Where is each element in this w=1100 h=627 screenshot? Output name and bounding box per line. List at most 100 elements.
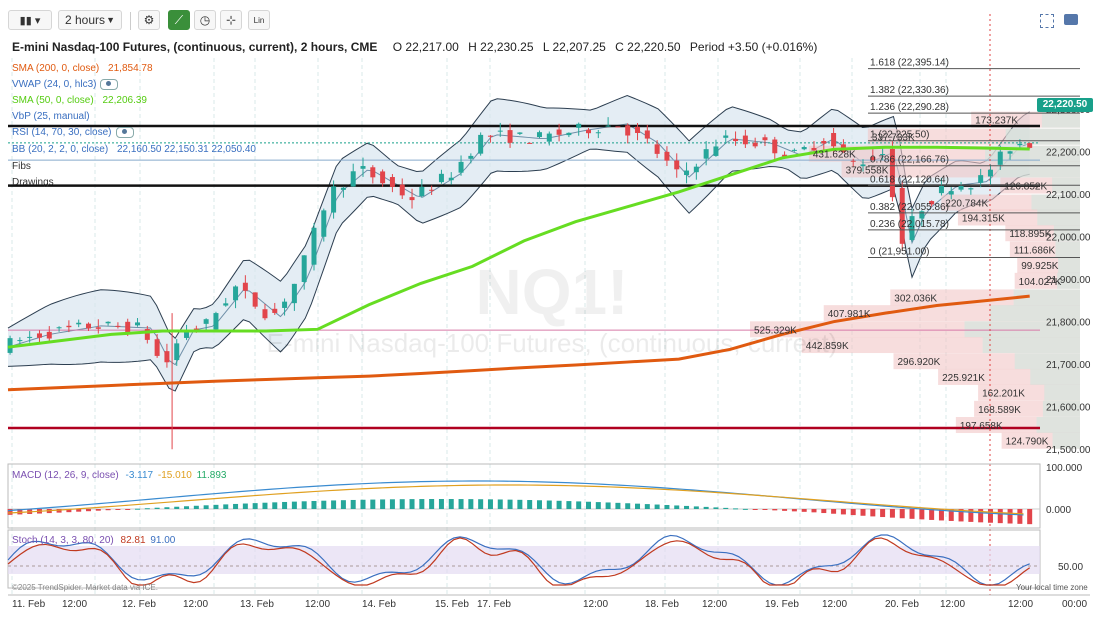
candle-body xyxy=(870,156,876,161)
candle-body xyxy=(399,184,405,196)
macd-histogram-bar xyxy=(252,503,258,509)
candle-body xyxy=(203,319,209,324)
macd-legend[interactable]: MACD (12, 26, 9, close) -3.117 -15.010 1… xyxy=(12,470,226,482)
volume-profile-bar-up xyxy=(1014,353,1080,370)
chevron-down-icon: ▼ xyxy=(106,15,115,25)
candle-body xyxy=(546,133,552,142)
candle-body xyxy=(291,283,297,304)
macd-histogram-bar xyxy=(272,502,278,509)
candle-body xyxy=(723,135,729,138)
macd-histogram-bar xyxy=(1027,509,1033,525)
macd-histogram-bar xyxy=(595,502,601,509)
volume-profile-bar-up xyxy=(1052,432,1080,449)
macd-histogram-bar xyxy=(929,509,935,520)
trend-lines-button[interactable]: ⟋ xyxy=(168,10,190,30)
stoch-panel: 50.00 xyxy=(7,529,1083,589)
candle-body xyxy=(997,151,1003,165)
volume-profile-bar-up xyxy=(1044,384,1080,401)
candle-body xyxy=(321,210,327,237)
candle-body xyxy=(713,146,719,156)
candle-body xyxy=(880,154,886,156)
macd-histogram-bar xyxy=(742,508,748,510)
macd-histogram-bar xyxy=(105,509,111,511)
volume-profile-label: 111.686K xyxy=(1014,245,1056,256)
volume-profile-label: 337.733K xyxy=(872,133,915,144)
legend-sma200[interactable]: SMA (200, 0, close) 21,854.78 xyxy=(12,63,153,75)
macd-histogram-bar xyxy=(419,499,425,509)
macd-line xyxy=(7,480,1024,516)
macd-histogram-bar xyxy=(66,509,72,513)
macd-label: MACD (12, 26, 9, close) xyxy=(12,470,119,481)
macd-histogram-bar xyxy=(938,509,944,521)
time-axis-label: 00:00 xyxy=(1062,599,1087,610)
candle-body xyxy=(831,132,837,147)
macd-histogram-bar xyxy=(791,509,797,512)
candle-body xyxy=(595,132,601,134)
macd-signal-line xyxy=(7,484,1024,515)
watermark-symbol: NQ1! xyxy=(476,256,629,328)
eye-icon[interactable] xyxy=(100,79,119,90)
bb-label: BB (20, 2, 2, 0, close) xyxy=(12,144,109,155)
fib-label: 0.786 (22,166.76) xyxy=(870,155,949,166)
camera-icon[interactable] xyxy=(1064,14,1078,25)
volume-profile-bar-up xyxy=(964,321,1080,338)
macd-histogram-bar xyxy=(291,501,297,509)
candle-body xyxy=(301,255,307,282)
stoch-legend[interactable]: Stoch (14, 3, 3, 80, 20) 82.81 91.00 xyxy=(12,535,175,547)
macd-histogram-bar xyxy=(223,504,229,509)
volume-profile-label: 442.859K xyxy=(806,341,849,352)
candle-body xyxy=(556,129,562,135)
macd-histogram-bar xyxy=(242,503,248,509)
candle-body xyxy=(733,138,739,142)
candle-body xyxy=(242,282,248,291)
legend-sma50[interactable]: SMA (50, 0, close) 22,206.39 xyxy=(12,95,147,107)
time-axis-label: 12:00 xyxy=(62,599,87,610)
macd-histogram-bar xyxy=(889,509,895,518)
candle-body xyxy=(478,134,484,154)
legend-drawings[interactable]: Drawings xyxy=(12,177,54,188)
price-axis-label: 22,100.00 xyxy=(1046,190,1091,201)
macd-histogram-bar xyxy=(978,509,984,523)
price-axis-label: 21,600.00 xyxy=(1046,403,1091,414)
clock-button[interactable]: ◷ xyxy=(194,10,216,30)
macd-histogram-bar xyxy=(301,501,307,509)
clock-icon: ◷ xyxy=(199,13,211,27)
volume-profile-label: 162.201K xyxy=(982,389,1025,400)
macd-histogram-bar xyxy=(576,501,582,509)
macd-histogram-bar xyxy=(635,503,641,509)
interval-select[interactable]: 2 hours ▼ xyxy=(58,10,122,30)
candle-body xyxy=(811,147,817,151)
crosshair-button[interactable]: ⊹ xyxy=(220,10,242,30)
legend-bb[interactable]: BB (20, 2, 2, 0, close) 22,160.50 22,150… xyxy=(12,144,256,156)
candle-body xyxy=(105,321,111,324)
settings-button[interactable]: ⚙ xyxy=(138,10,160,30)
time-axis-label: 12:00 xyxy=(940,599,965,610)
fullscreen-icon[interactable] xyxy=(1040,14,1054,28)
legend-rsi[interactable]: RSI (14, 70, 30, close) xyxy=(12,127,134,139)
legend-vbp[interactable]: VbP (25, manual) xyxy=(12,111,90,123)
candle-body xyxy=(654,144,660,154)
macd-histogram-bar xyxy=(154,507,160,509)
sma50-value: 22,206.39 xyxy=(102,95,147,106)
candle-body xyxy=(919,211,925,219)
chart-type-button[interactable]: ▮▮ ▾ xyxy=(8,10,52,30)
log-lin-button[interactable]: Lin xyxy=(248,10,270,30)
fibonacci-levels: 1.618 (22,395.14) 1.382 (22,330.36) 1.236 … xyxy=(868,58,1080,258)
eye-icon[interactable] xyxy=(115,127,134,138)
symbol-title: E-mini Nasdaq-100 Futures, (continuous, … xyxy=(12,40,378,54)
macd-histogram-bar xyxy=(399,499,405,509)
candle-body xyxy=(938,185,944,194)
macd-histogram-bar xyxy=(958,509,964,522)
timezone-text[interactable]: Your local time zone xyxy=(1016,583,1088,592)
toolbar: ▮▮ ▾ 2 hours ▼ ⚙ ⟋ ◷ ⊹ Lin xyxy=(0,0,1100,36)
legend-fibs[interactable]: Fibs xyxy=(12,161,31,172)
legend-vwap[interactable]: VWAP (24, 0, hlc3) xyxy=(12,79,119,91)
candle-body xyxy=(340,187,346,190)
candle-body xyxy=(772,139,778,154)
macd-histogram-bar xyxy=(703,506,709,509)
sma200-line xyxy=(7,294,1030,392)
time-axis-label: 20. Feb xyxy=(885,599,919,610)
candle-body xyxy=(76,322,82,325)
candle-body xyxy=(987,169,993,177)
